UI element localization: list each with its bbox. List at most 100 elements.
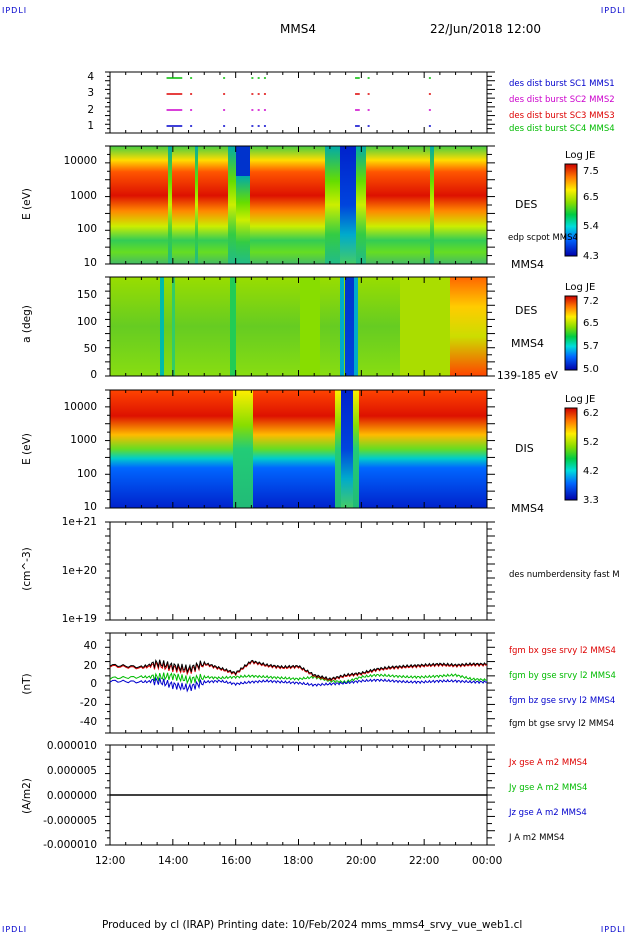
des-pitch-ylabel: a (deg) [21,305,33,343]
legend-sc2: des dist burst SC2 MMS2 [509,95,615,105]
xtick-label: 16:00 [221,855,252,867]
des-energy-spectrogram [110,146,487,264]
dis-energy-ytick: 10 [83,501,97,513]
colorbar-title: Log JE [565,394,596,405]
dis-energy-ytick: 10000 [63,401,97,413]
legend-sc4: des dist burst SC4 MMS4 [509,124,615,134]
bfield-ylabel: (nT) [21,673,33,695]
legend-sc1: des dist burst SC1 MMS1 [509,79,615,89]
colorbar-tick: 4.2 [583,466,599,477]
avail-ytick: 4 [87,71,94,83]
colorbar-dis-energy [564,407,578,501]
panel-frame [109,521,488,621]
current-ytick: -0.000010 [43,839,97,851]
corner-label-top-left: IPDLI [2,6,28,15]
spacecraft-title: MMS4 [280,22,316,36]
current-ytick: 0.000005 [46,765,97,777]
availability-bursts [166,77,431,127]
axis-ticks [105,71,495,846]
des-energy-instrument: DES [515,198,538,211]
colorbar-tick: 7.2 [583,296,599,307]
des-pitch-instrument: DES [515,304,538,317]
legend-bx: fgm bx gse srvy l2 MMS4 [509,646,616,656]
avail-ytick: 2 [87,104,94,116]
bfield-ytick: 20 [83,660,97,672]
current-ytick: 0.000010 [46,740,97,752]
des-energy-scpot: edp scpot MMS4 [508,233,578,243]
avail-ytick: 3 [87,87,94,99]
des-energy-sc: MMS4 [511,258,544,271]
des-energy-ytick: 100 [76,223,97,235]
corner-label-bottom-left: IPDLI [2,925,28,934]
dis-energy-instrument: DIS [515,442,534,455]
density-ytick: 1e+20 [61,565,97,577]
des-energy-ytick: 10 [83,257,97,269]
des-pitch-sc: MMS4 [511,337,544,350]
corner-label-top-right: IPDLI [600,6,626,15]
density-legend: des numberdensity fast M [509,570,620,580]
current-ytick: -0.000005 [43,815,97,827]
legend-bz: fgm bz gse srvy l2 MMS4 [509,696,616,706]
colorbar-title: Log JE [565,282,596,293]
density-ytick: 1e+21 [61,516,97,528]
density-ylabel: (cm^-3) [21,547,33,591]
des-pitch-energy-range: 139-185 eV [497,370,558,382]
xtick-label: 20:00 [346,855,377,867]
datetime-title: 22/Jun/2018 12:00 [430,22,542,36]
colorbar-tick: 5.7 [583,341,599,352]
xtick-label: 00:00 [472,855,503,867]
xtick-label: 18:00 [283,855,314,867]
bfield-ytick: 0 [90,678,97,690]
current-ytick: 0.000000 [46,790,97,802]
des-pitch-ytick: 150 [76,289,97,301]
spectrogram-fills [110,146,487,508]
dis-energy-ytick: 1000 [70,434,97,446]
legend-bt: fgm bt gse srvy l2 MMS4 [509,719,615,729]
dis-energy-sc: MMS4 [511,502,544,515]
colorbar-des-pitch [564,295,578,371]
xtick-label: 14:00 [158,855,189,867]
current-ylabel: (A/m2) [21,778,33,814]
colorbar-tick: 6.5 [583,318,599,329]
colorbar-des-energy [564,163,578,257]
colorbar-tick: 5.4 [583,221,599,232]
colorbar-tick: 6.5 [583,192,599,203]
series-bz [109,676,488,693]
colorbar-tick: 4.3 [583,251,599,262]
dis-energy-ylabel: E (eV) [21,433,33,465]
legend-jx: Jx gse A m2 MMS4 [509,758,588,768]
colorbar-tick: 7.5 [583,166,599,177]
des-pitch-ytick: 0 [90,369,97,381]
magnetic-field-traces [109,658,488,693]
density-ytick: 1e+19 [61,613,97,625]
legend-jz: Jz gse A m2 MMS4 [509,808,587,818]
colorbar-tick: 5.2 [583,437,599,448]
des-energy-ytick: 1000 [70,190,97,202]
bfield-ytick: -40 [79,716,97,728]
avail-ytick: 1 [87,120,94,132]
des-energy-ytick: 10000 [63,155,97,167]
legend-j: J A m2 MMS4 [509,833,565,843]
des-pitch-ytick: 100 [76,316,97,328]
xtick-label: 22:00 [409,855,440,867]
dis-energy-spectrogram [110,390,487,508]
footer-credits: Produced by cl (IRAP) Printing date: 10/… [102,919,523,931]
dis-energy-ytick: 100 [76,468,97,480]
legend-sc3: des dist burst SC3 MMS3 [509,111,615,121]
series-bt [109,658,488,681]
colorbar-tick: 6.2 [583,408,599,419]
bfield-ytick: 40 [83,640,97,652]
panel-frame [109,71,488,134]
des-pitch-ytick: 50 [83,343,97,355]
colorbar-tick: 5.0 [583,364,599,375]
colorbar-tick: 3.3 [583,495,599,506]
xtick-label: 12:00 [95,855,126,867]
legend-jy: Jy gse A m2 MMS4 [509,783,588,793]
corner-label-bottom-right: IPDLI [600,925,626,934]
colorbar-title: Log JE [565,150,596,161]
legend-by: fgm by gse srvy l2 MMS4 [509,671,616,681]
series-by [109,672,488,685]
bfield-ytick: -20 [79,697,97,709]
des-energy-ylabel: E (eV) [21,188,33,220]
